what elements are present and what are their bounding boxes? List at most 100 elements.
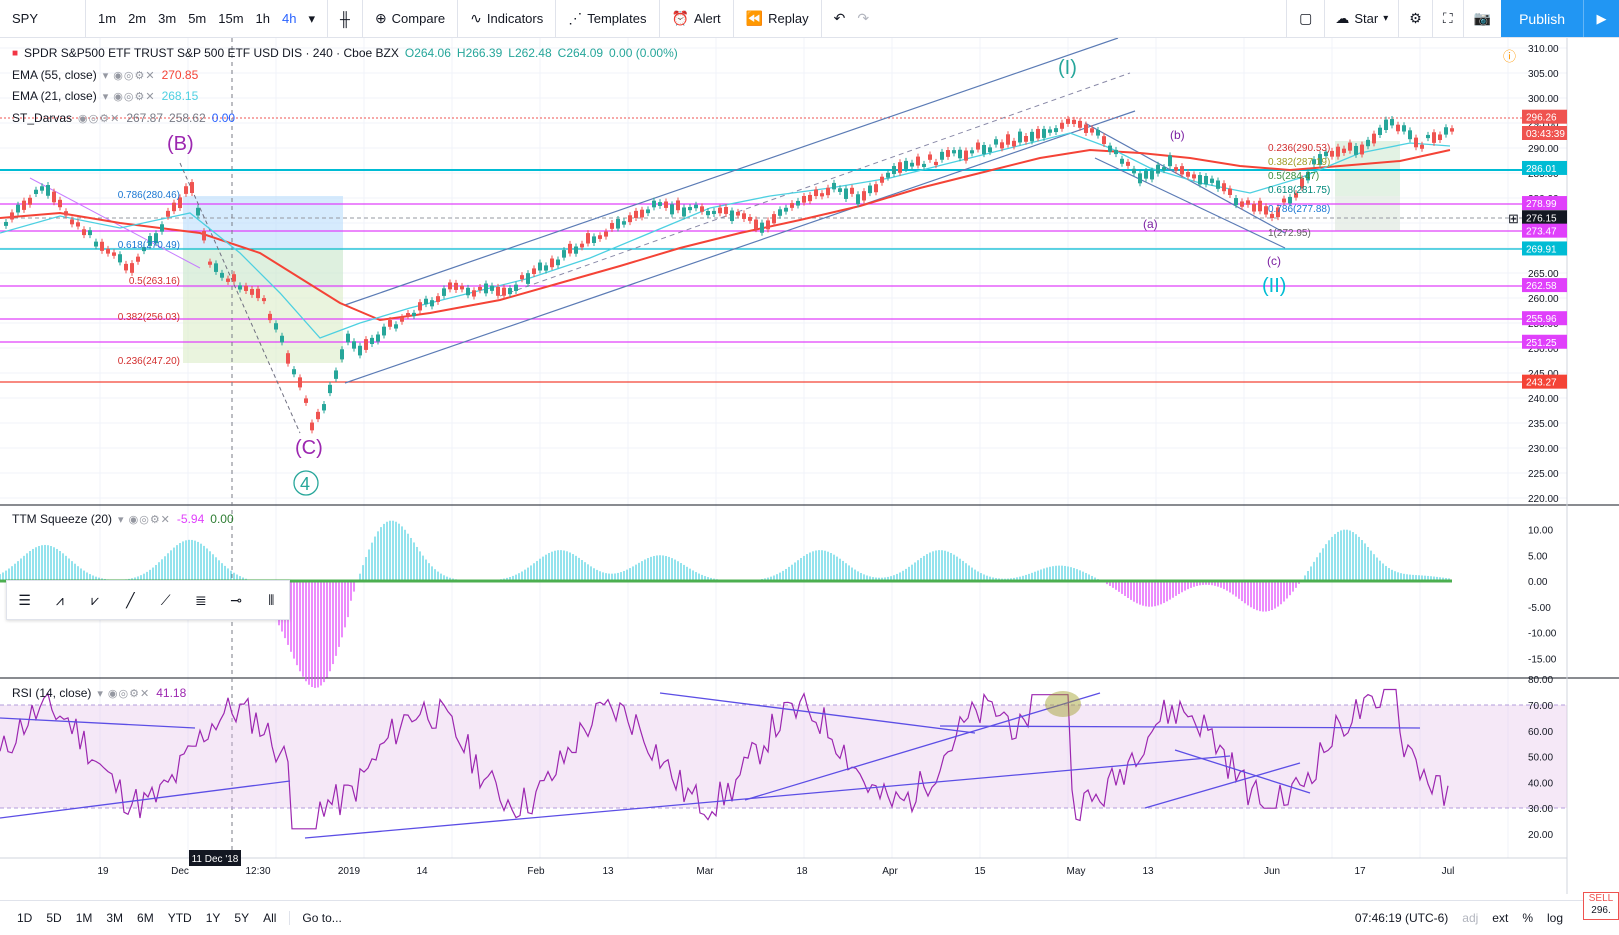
percent-toggle[interactable]: % [1522, 911, 1533, 925]
price-badge: 269.91 [1522, 241, 1567, 256]
time-tick: May [1067, 866, 1086, 877]
fib-label: 0.382(287.19) [1268, 157, 1330, 168]
candles-icon[interactable]: ╫ [340, 10, 350, 27]
range-ytd[interactable]: YTD [167, 911, 192, 925]
star-button[interactable]: ☁ Star ▾ [1324, 0, 1398, 37]
fib-retracement-icon[interactable]: ≣ [195, 591, 207, 608]
goto-button[interactable]: Go to... [289, 911, 348, 925]
interval-3m[interactable]: 3m [158, 11, 177, 26]
interval-group: 1m 2m 3m 5m 15m 1h 4h ▾ [86, 0, 329, 37]
sell-button[interactable]: SELL 296. [1583, 892, 1619, 920]
rsi-tick: 20.00 [1528, 830, 1553, 841]
time-tick: 19 [97, 866, 109, 877]
redo-icon[interactable]: ↷ [857, 10, 870, 26]
range-1m[interactable]: 1M [75, 911, 93, 925]
layout-icon[interactable]: ▢ [1286, 0, 1324, 37]
interval-2m[interactable]: 2m [128, 11, 147, 26]
range-1y[interactable]: 1Y [205, 911, 221, 925]
adj-toggle[interactable]: adj [1462, 911, 1479, 925]
interval-1h[interactable]: 1h [255, 11, 271, 26]
legend-open: O264.06 [404, 46, 451, 60]
chart-canvas[interactable]: 310.00305.00300.00295.00290.00285.00280.… [0, 37, 1619, 894]
ema55-legend[interactable]: EMA (55, close) ▾ ◉◎⚙✕ 270.85 [12, 68, 198, 82]
price-badge: 255.96 [1522, 311, 1567, 326]
legend-controls-icon[interactable]: ▾ ◉◎⚙✕ [97, 687, 151, 700]
rsi-tick: 50.00 [1528, 753, 1553, 764]
ema21-legend[interactable]: EMA (21, close) ▾ ◉◎⚙✕ 268.15 [12, 89, 198, 103]
price-tick: 245.00 [1528, 369, 1559, 380]
camera-icon[interactable]: 📷 [1462, 0, 1501, 37]
path-icon[interactable]: ⟋ [160, 591, 171, 608]
range-3m[interactable]: 3M [106, 911, 124, 925]
rsi-legend[interactable]: RSI (14, close) ▾ ◉◎⚙✕ 41.18 [12, 686, 186, 700]
publish-button[interactable]: Publish [1501, 0, 1583, 37]
interval-15m[interactable]: 15m [218, 11, 244, 26]
replay-label: Replay [768, 11, 809, 26]
drag-handle-icon[interactable]: ☰ [18, 591, 31, 608]
rsi-tick: 30.00 [1528, 804, 1553, 815]
symbol-marker-icon: ■ [12, 47, 19, 59]
replay-group: ⏪ Replay [734, 0, 822, 37]
compare-button[interactable]: ⊕ Compare [369, 0, 451, 37]
range-1d[interactable]: 1D [17, 911, 33, 925]
legend-controls-icon[interactable]: ◉◎⚙✕ [78, 112, 121, 125]
svg-text:273.47: 273.47 [1526, 227, 1557, 238]
time-tick: Apr [882, 866, 898, 877]
wave-label-4: 4 [300, 474, 310, 494]
templates-button[interactable]: ⋰ Templates [562, 0, 652, 37]
time-tick: 18 [796, 866, 808, 877]
elliott-impulse-icon[interactable]: ⩘ [55, 591, 64, 608]
wave-label-c-small: (c) [1267, 254, 1281, 268]
legend-controls-icon[interactable]: ▾ ◉◎⚙✕ [118, 513, 171, 526]
more-tools-icon[interactable]: ⫴ [268, 591, 275, 608]
fib-label: 0.786(277.88) [1268, 204, 1330, 215]
range-5d[interactable]: 5D [46, 911, 62, 925]
fib-label: 0.618(270.49) [118, 240, 180, 251]
fib-label: 0.5(284.47) [1268, 171, 1319, 182]
log-toggle[interactable]: log [1546, 911, 1563, 925]
interval-1m[interactable]: 1m [98, 11, 117, 26]
alert-button[interactable]: ⏰ Alert [666, 0, 727, 37]
play-icon[interactable]: ▶ [1583, 0, 1619, 37]
price-tick: 310.00 [1528, 44, 1559, 55]
range-5y[interactable]: 5Y [234, 911, 250, 925]
ttm-tick: 5.00 [1528, 551, 1548, 562]
trend-line-icon[interactable]: ╱ [126, 591, 135, 608]
sell-label: SELL [1588, 893, 1614, 904]
settings-gear-icon[interactable]: ⚙ [1398, 0, 1432, 37]
range-6m[interactable]: 6M [137, 911, 154, 925]
svg-text:286.01: 286.01 [1526, 164, 1557, 175]
horizontal-ray-icon[interactable]: ⊸ [230, 591, 242, 608]
interval-4h[interactable]: 4h [282, 11, 297, 26]
ttm-value-2: 0.00 [210, 512, 234, 526]
interval-chevron-down-icon[interactable]: ▾ [308, 10, 316, 26]
fullscreen-icon[interactable]: ⛶ [1431, 0, 1463, 37]
interval-5m[interactable]: 5m [188, 11, 207, 26]
replay-button[interactable]: ⏪ Replay [740, 0, 815, 37]
darvas-legend[interactable]: ST_Darvas ◉◎⚙✕ 267.87 258.62 0.00 [12, 111, 235, 125]
legend-title[interactable]: SPDR S&P500 ETF TRUST S&P 500 ETF USD DI… [24, 46, 399, 60]
elliott-correction-icon[interactable]: ⩗ [91, 591, 100, 608]
toolbar-right: ▢ ☁ Star ▾ ⚙ ⛶ 📷 Publish ▶ [1286, 0, 1619, 37]
chart-area[interactable]: 310.00305.00300.00295.00290.00285.00280.… [0, 37, 1619, 894]
legend-controls-icon[interactable]: ▾ ◉◎⚙✕ [102, 69, 156, 82]
range-all[interactable]: All [263, 911, 277, 925]
ext-toggle[interactable]: ext [1492, 911, 1509, 925]
time-tick: 17 [1354, 866, 1366, 877]
legend-high: H266.39 [456, 46, 503, 60]
fib-label: 0.236(290.53) [1268, 143, 1330, 154]
templates-label: Templates [587, 11, 647, 26]
compare-label: Compare [391, 11, 446, 26]
indicators-button[interactable]: ∿ Indicators [464, 0, 549, 37]
price-badge: 03:43:39 [1522, 126, 1567, 140]
undo-icon[interactable]: ↶ [833, 10, 846, 26]
legend-controls-icon[interactable]: ▾ ◉◎⚙✕ [102, 90, 156, 103]
crosshair-plus-icon[interactable]: ⊞ [1508, 211, 1519, 226]
wave-label-b: (B) [167, 133, 194, 155]
indicator-icon: ∿ [470, 10, 482, 26]
symbol-search[interactable]: SPY [0, 0, 86, 37]
ttm-legend[interactable]: TTM Squeeze (20) ▾ ◉◎⚙✕ -5.94 0.00 [12, 512, 234, 526]
warning-icon[interactable]: ⓘ [1503, 49, 1517, 64]
price-badge: 276.15 [1522, 210, 1567, 225]
